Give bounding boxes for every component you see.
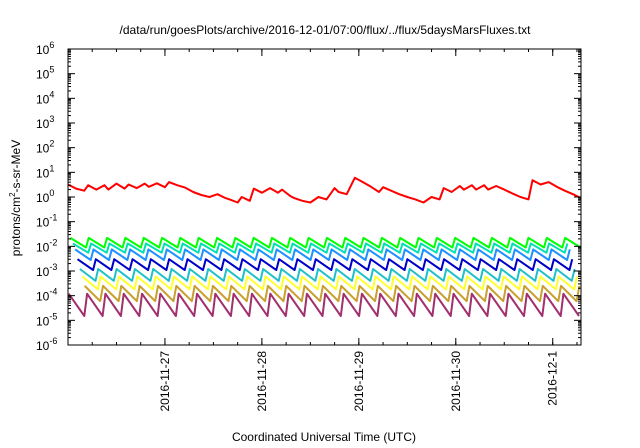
y-axis-label-sup: 2: [8, 192, 17, 197]
series-line-0: [67, 176, 582, 204]
x-tick-label: 2016-11-29: [352, 351, 366, 412]
chart-title: /data/run/goesPlots/archive/2016-12-01/0…: [120, 23, 532, 37]
x-axis-label: Coordinated Universal Time (UTC): [232, 430, 416, 444]
y-axis: 10-6 10-5 10-4 10-3 10-2 10-1 100 101 102 103 104 1…: [36, 40, 581, 353]
series-line-5: [79, 268, 576, 282]
y-tick-label: 101: [36, 163, 54, 180]
y-tick-label: 106: [36, 40, 54, 57]
y-axis-label-pre: protons/cm: [9, 197, 23, 256]
y-tick-label: 104: [36, 89, 54, 106]
x-tick-label: 2016-12-1: [546, 351, 560, 406]
y-axis-label: protons/cm2-s-sr-MeV: [8, 140, 23, 256]
y-tick-label: 103: [36, 114, 54, 131]
series-layer: [67, 176, 582, 317]
x-tick-label: 2016-11-30: [449, 351, 463, 412]
y-tick-label: 10-3: [36, 262, 57, 279]
x-tick-label: 2016-11-28: [255, 351, 269, 412]
y-tick-label: 102: [36, 139, 54, 156]
x-axis: 2016-11-27 2016-11-28 2016-11-29 2016-11-30…: [67, 49, 578, 412]
y-tick-label: 10-1: [36, 213, 57, 230]
y-tick-label: 100: [36, 188, 54, 205]
series-line-8: [67, 292, 580, 317]
series-line-6: [81, 275, 578, 291]
series-line-3: [74, 248, 571, 261]
y-tick-label: 105: [36, 65, 54, 82]
y-axis-label-post: -s-sr-MeV: [9, 140, 23, 193]
x-tick-label: 2016-11-27: [158, 351, 172, 412]
series-line-1: [69, 236, 582, 249]
series-line-7: [83, 284, 581, 303]
y-tick-label: 10-4: [36, 287, 57, 304]
y-tick-label: 10-6: [36, 336, 57, 353]
series-line-2: [72, 242, 569, 254]
y-tick-label: 10-2: [36, 237, 57, 254]
y-tick-label: 10-5: [36, 311, 57, 328]
series-line-4: [76, 258, 574, 271]
